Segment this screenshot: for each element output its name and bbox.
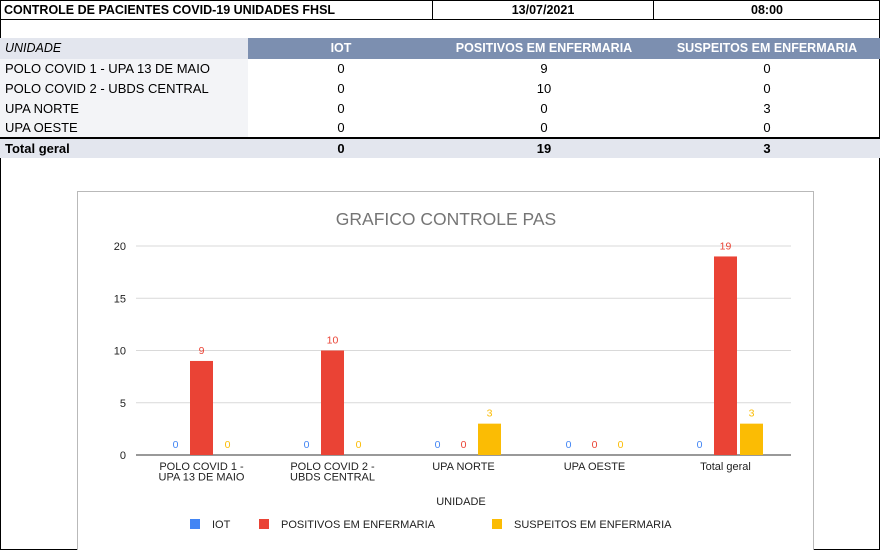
chart-title: GRAFICO CONTROLE PAS (336, 209, 556, 229)
bar (740, 423, 763, 455)
row-iot: 0 (337, 61, 345, 76)
data-label: 0 (461, 439, 467, 451)
table-row: UPA NORTE 0 0 3 (0, 99, 880, 119)
report-date: 13/07/2021 (432, 0, 654, 20)
legend-swatch (190, 519, 200, 529)
x-tick-label: Total geral (700, 461, 751, 473)
table-row: POLO COVID 1 - UPA 13 DE MAIO 0 9 0 (0, 59, 880, 79)
legend-swatch (259, 519, 269, 529)
row-iot: 0 (337, 101, 345, 116)
report-title: CONTROLE DE PACIENTES COVID-19 UNIDADES … (4, 3, 336, 17)
data-label: 0 (225, 439, 231, 451)
y-tick-label: 15 (114, 293, 126, 305)
legend-label: SUSPEITOS EM ENFERMARIA (514, 519, 672, 531)
x-tick-label: UPA OESTE (564, 461, 626, 473)
report-time: 08:00 (751, 3, 783, 17)
column-header-unit: UNIDADE (0, 38, 248, 59)
data-label: 0 (435, 439, 441, 451)
column-header-positives: POSITIVOS EM ENFERMARIA (455, 41, 633, 55)
total-iot: 0 (337, 141, 345, 156)
table-row: UPA OESTE 0 0 0 (0, 118, 880, 138)
x-tick-label: UBDS CENTRAL (290, 472, 375, 484)
legend-label: IOT (212, 519, 231, 531)
bar (714, 256, 737, 455)
row-iot: 0 (337, 120, 345, 135)
data-label: 0 (697, 439, 703, 451)
bar (478, 423, 501, 455)
row-suspects: 0 (763, 61, 771, 76)
data-label: 0 (618, 439, 624, 451)
chart-container[interactable]: GRAFICO CONTROLE PAS UNIDADE 0 5 10 15 20 0 9 0… (77, 191, 814, 550)
total-suspects: 3 (763, 141, 771, 156)
data-label: 3 (487, 408, 493, 420)
legend-label: POSITIVOS EM ENFERMARIA (281, 519, 436, 531)
row-unit: UPA OESTE (0, 118, 248, 138)
row-positives: 9 (540, 61, 548, 76)
row-positives: 10 (536, 81, 552, 96)
legend-swatch (492, 519, 502, 529)
data-label: 10 (327, 335, 339, 347)
x-axis-label: UNIDADE (436, 496, 486, 508)
total-row: Total geral 0 19 3 (0, 137, 880, 158)
row-suspects: 0 (763, 120, 771, 135)
x-tick-label: UPA 13 DE MAIO (159, 472, 245, 484)
y-tick-label: 0 (120, 450, 126, 462)
bar (190, 360, 213, 455)
y-tick-label: 20 (114, 241, 126, 253)
x-tick-label: POLO COVID 2 - (290, 461, 375, 473)
row-positives: 0 (540, 101, 548, 116)
data-label: 0 (566, 439, 572, 451)
table-row: POLO COVID 2 - UBDS CENTRAL 0 10 0 (0, 79, 880, 99)
data-label: 0 (592, 439, 598, 451)
row-iot: 0 (337, 81, 345, 96)
data-label: 19 (720, 240, 732, 252)
bar (321, 350, 344, 455)
data-label: 9 (199, 345, 205, 357)
row-suspects: 3 (763, 101, 771, 116)
data-label: 3 (749, 408, 755, 420)
data-label: 0 (356, 439, 362, 451)
y-tick-label: 10 (114, 346, 126, 358)
x-tick-label: UPA NORTE (432, 461, 495, 473)
data-label: 0 (173, 439, 179, 451)
row-unit: UPA NORTE (0, 99, 248, 119)
report-header: CONTROLE DE PACIENTES COVID-19 UNIDADES … (0, 0, 880, 20)
row-positives: 0 (540, 120, 548, 135)
row-suspects: 0 (763, 81, 771, 96)
total-positives: 19 (536, 141, 552, 156)
y-tick-label: 5 (120, 398, 126, 410)
column-header-suspects: SUSPEITOS EM ENFERMARIA (676, 41, 858, 55)
column-header-iot: IOT (330, 41, 352, 55)
table-header: UNIDADE IOT POSITIVOS EM ENFERMARIA SUSP… (0, 38, 880, 59)
x-tick-label: POLO COVID 1 - (159, 461, 244, 473)
row-unit: POLO COVID 2 - UBDS CENTRAL (0, 79, 248, 99)
total-label: Total geral (5, 141, 70, 156)
row-unit: POLO COVID 1 - UPA 13 DE MAIO (0, 59, 248, 79)
bar-chart: GRAFICO CONTROLE PAS UNIDADE 0 5 10 15 20 0 9 0… (114, 209, 791, 531)
data-label: 0 (304, 439, 310, 451)
